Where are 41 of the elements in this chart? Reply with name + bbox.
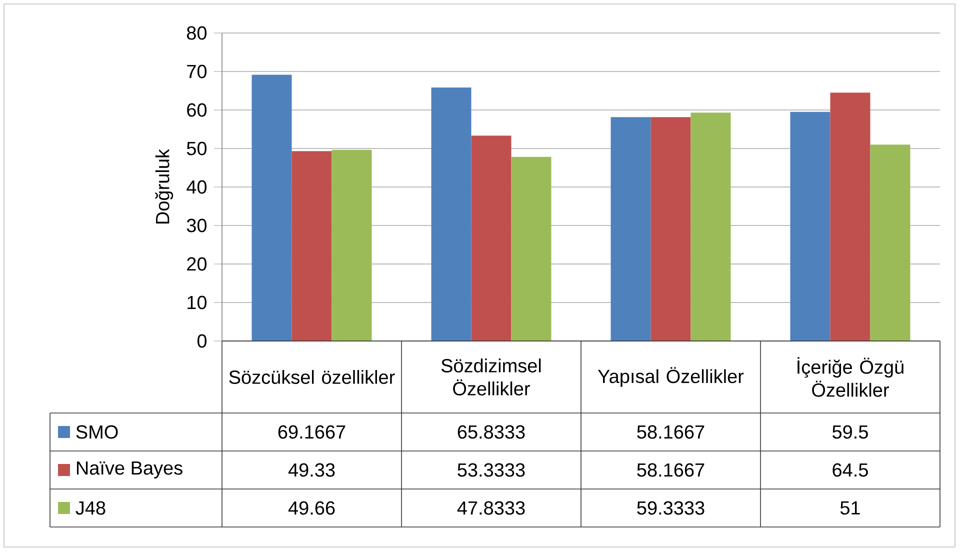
- bar: [830, 92, 870, 341]
- y-tick-label: 70: [187, 64, 207, 78]
- bar: [690, 112, 731, 341]
- y-tick-label: 0: [197, 334, 207, 348]
- bar: [511, 156, 552, 341]
- bar: [610, 117, 651, 341]
- data-label: 49.33: [288, 463, 335, 477]
- bar: [471, 136, 512, 341]
- x-tick-label: İçeriğe Özgü Özellikler: [798, 357, 904, 397]
- x-tick-label: Yapısal Özellikler: [598, 367, 744, 387]
- legend-label: Naïve Bayes: [76, 461, 182, 478]
- data-label: 49.66: [288, 501, 335, 515]
- data-label: 59.5: [832, 425, 868, 439]
- bar: [252, 74, 292, 341]
- data-label: 58.1667: [637, 425, 704, 439]
- y-tick-label: 60: [187, 103, 207, 117]
- data-label: 47.8333: [457, 501, 525, 515]
- bar: [650, 117, 691, 341]
- legend-label: J48: [76, 501, 106, 515]
- y-tick-label: 30: [186, 218, 207, 232]
- bar: [332, 150, 372, 341]
- y-tick-label: 20: [187, 257, 207, 271]
- bar: [431, 88, 472, 341]
- data-label: 51: [840, 501, 860, 515]
- y-axis-title: Doğruluk: [155, 148, 174, 224]
- x-tick-label: Sözcüksel özellikler: [229, 370, 395, 384]
- legend-label: SMO: [76, 425, 118, 439]
- bar: [292, 151, 332, 341]
- data-label: 69.1667: [278, 425, 346, 439]
- data-label: 64.5: [832, 463, 868, 477]
- data-label: 59.3333: [637, 501, 704, 515]
- data-label: 58.1667: [637, 463, 704, 477]
- y-tick-label: 80: [186, 26, 207, 40]
- bar: [790, 112, 830, 341]
- x-tick-label: Sözdizimsel Özellikler: [441, 358, 541, 396]
- y-tick-label: 50: [186, 142, 207, 156]
- bar: [870, 144, 910, 341]
- y-tick-label: 10: [188, 296, 207, 310]
- data-label: 53.3333: [458, 463, 525, 477]
- data-label: 65.8333: [458, 425, 525, 439]
- y-tick-label: 40: [186, 180, 207, 194]
